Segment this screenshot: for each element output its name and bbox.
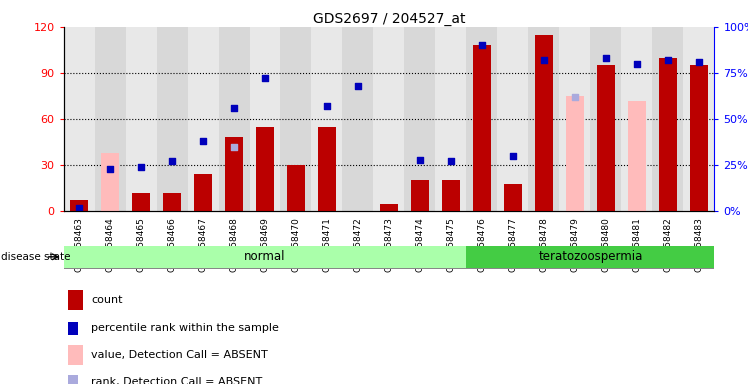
Point — [414, 157, 426, 163]
Bar — [126, 27, 156, 211]
Bar — [68, 376, 79, 384]
Point — [135, 164, 147, 170]
Point — [507, 153, 519, 159]
Point — [352, 83, 364, 89]
Bar — [224, 137, 243, 211]
Point — [228, 105, 240, 111]
Text: normal: normal — [245, 250, 286, 263]
Point — [631, 61, 643, 67]
Bar — [188, 27, 218, 211]
Bar — [622, 27, 652, 211]
Bar — [535, 35, 554, 211]
Bar — [256, 127, 275, 211]
Bar — [597, 65, 615, 211]
Text: value, Detection Call = ABSENT: value, Detection Call = ABSENT — [91, 350, 268, 360]
Title: GDS2697 / 204527_at: GDS2697 / 204527_at — [313, 12, 465, 26]
Bar — [218, 27, 250, 211]
Point — [104, 166, 116, 172]
Bar — [68, 322, 79, 334]
Bar — [64, 27, 94, 211]
Bar — [405, 27, 435, 211]
Bar — [343, 27, 373, 211]
Bar — [311, 27, 343, 211]
Point — [693, 59, 705, 65]
Bar — [628, 101, 646, 211]
Bar — [280, 27, 311, 211]
Point — [259, 75, 271, 81]
Point — [569, 94, 581, 100]
Bar — [652, 27, 684, 211]
Point — [166, 158, 178, 164]
Text: percentile rank within the sample: percentile rank within the sample — [91, 323, 279, 333]
Bar — [132, 193, 150, 211]
Point — [228, 144, 240, 150]
Bar — [690, 65, 708, 211]
Bar — [560, 27, 590, 211]
Bar — [156, 27, 188, 211]
Bar — [590, 27, 622, 211]
Bar — [380, 204, 398, 211]
Text: disease state: disease state — [1, 252, 71, 262]
Bar — [64, 247, 467, 268]
Bar — [473, 45, 491, 211]
Point — [538, 57, 550, 63]
Bar — [94, 27, 126, 211]
Bar — [467, 247, 714, 268]
Text: count: count — [91, 295, 123, 305]
Text: teratozoospermia: teratozoospermia — [539, 250, 643, 263]
Bar — [373, 27, 405, 211]
Bar — [435, 27, 467, 211]
Point — [600, 55, 612, 61]
Bar — [497, 27, 528, 211]
Bar — [163, 193, 181, 211]
Bar — [441, 180, 460, 211]
Bar — [68, 290, 82, 310]
Bar — [70, 200, 88, 211]
Bar — [286, 165, 305, 211]
Point — [197, 138, 209, 144]
Bar — [467, 27, 497, 211]
Bar — [318, 127, 337, 211]
Bar — [503, 184, 522, 211]
Point — [73, 204, 85, 210]
Bar — [658, 58, 677, 211]
Bar — [684, 27, 714, 211]
Bar — [528, 27, 560, 211]
Bar — [101, 153, 120, 211]
Bar — [411, 180, 429, 211]
Text: rank, Detection Call = ABSENT: rank, Detection Call = ABSENT — [91, 377, 263, 384]
Point — [321, 103, 333, 109]
Point — [662, 57, 674, 63]
Point — [445, 158, 457, 164]
Bar — [250, 27, 280, 211]
Point — [476, 42, 488, 48]
Bar — [68, 345, 82, 365]
Bar — [194, 174, 212, 211]
Bar — [565, 96, 584, 211]
